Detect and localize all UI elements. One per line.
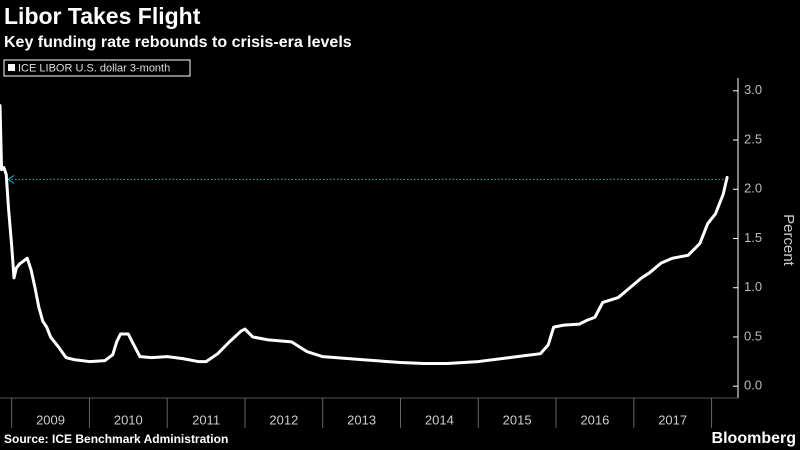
y-tick-label: 3.0 <box>744 82 762 97</box>
x-tick-label: 2012 <box>269 412 298 427</box>
brand: Bloomberg <box>712 430 796 447</box>
y-tick-label: 1.0 <box>744 279 762 294</box>
x-tick-label: 2010 <box>114 412 143 427</box>
y-axis-label: Percent <box>780 214 797 267</box>
y-tick-label: 0.0 <box>744 378 762 393</box>
x-tick-label: 2013 <box>347 412 376 427</box>
legend-label: ICE LIBOR U.S. dollar 3-month <box>18 62 170 74</box>
y-tick-label: 2.0 <box>744 181 762 196</box>
source: Source: ICE Benchmark Administration <box>4 432 228 446</box>
x-tick-label: 2015 <box>503 412 532 427</box>
x-tick-label: 2014 <box>425 412 454 427</box>
y-tick-label: 2.5 <box>744 131 762 146</box>
y-tick-label: 1.5 <box>744 230 762 245</box>
legend-box <box>3 59 191 77</box>
x-tick-label: 2009 <box>36 412 65 427</box>
chart-title: Libor Takes Flight <box>4 3 201 29</box>
chart-subtitle: Key funding rate rebounds to crisis-era … <box>4 34 352 51</box>
y-tick-label: 0.5 <box>744 328 762 343</box>
x-tick-label: 2011 <box>192 412 220 427</box>
data-line <box>0 104 729 366</box>
legend-swatch <box>8 64 15 71</box>
x-tick-label: 2016 <box>580 412 609 427</box>
reference-arrow <box>7 174 15 184</box>
x-tick-label: 2017 <box>658 412 687 427</box>
